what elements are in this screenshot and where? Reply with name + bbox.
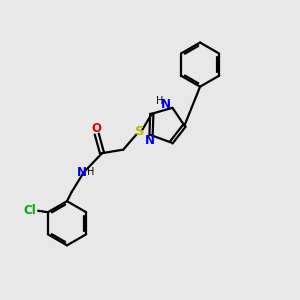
Text: S: S bbox=[135, 125, 144, 139]
Text: O: O bbox=[91, 122, 101, 135]
Text: Cl: Cl bbox=[23, 204, 36, 217]
Text: H: H bbox=[87, 167, 94, 177]
Text: N: N bbox=[77, 166, 87, 179]
Text: H: H bbox=[156, 96, 164, 106]
Text: N: N bbox=[161, 98, 171, 111]
Text: N: N bbox=[145, 134, 154, 147]
